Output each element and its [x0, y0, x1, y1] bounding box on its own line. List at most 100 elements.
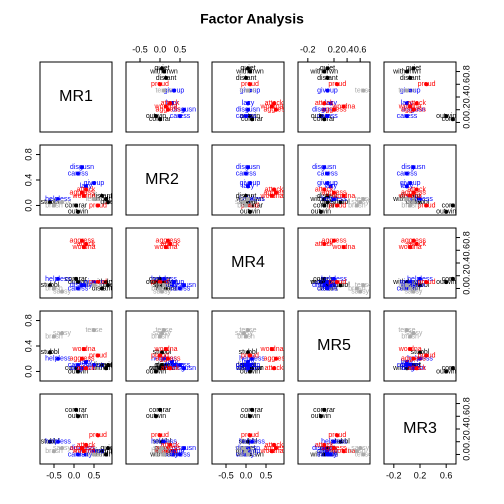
point-label: sassy [351, 199, 369, 206]
point-label: outwin [146, 279, 166, 286]
point [335, 433, 340, 438]
point [168, 442, 172, 447]
point [82, 449, 86, 454]
point [170, 452, 174, 457]
chart-title: Factor Analysis [200, 11, 304, 27]
point [52, 286, 56, 291]
y-tick-label: 0.6 [461, 78, 471, 91]
point [361, 88, 366, 93]
point-label: aggress [70, 238, 95, 245]
point [322, 101, 327, 106]
point-label: giveup [164, 362, 185, 369]
point-label: quiet [406, 362, 421, 369]
point [270, 193, 274, 198]
point-label: tense [239, 87, 256, 94]
point [444, 209, 449, 214]
point-label: giveup [240, 180, 261, 187]
point-label: wordna [154, 448, 178, 455]
point [182, 446, 186, 451]
point [270, 347, 274, 352]
point-label: disgusn [70, 282, 94, 289]
point [335, 82, 340, 87]
point [84, 452, 88, 457]
point [322, 442, 327, 447]
point [56, 276, 60, 281]
point [92, 197, 96, 202]
point-label: wordna [72, 346, 96, 353]
point-label: lazy [166, 100, 179, 107]
point [272, 442, 276, 447]
point [418, 159, 422, 163]
y-tick-label: 0.4 [461, 423, 471, 436]
point-label: attack [161, 442, 180, 449]
point-label: caress [170, 451, 191, 458]
point [338, 439, 343, 444]
point [244, 114, 248, 119]
point-label: wordna [398, 193, 422, 200]
point-label: caress [397, 362, 418, 369]
point-label: aggress [322, 107, 347, 114]
point-label: outwin [240, 113, 260, 120]
point [172, 363, 176, 368]
point [322, 407, 327, 412]
point-label: proud [89, 202, 107, 209]
point-label: disgusn [401, 282, 425, 289]
point-label: disgusn [236, 445, 260, 452]
point [272, 187, 276, 192]
point [182, 366, 186, 371]
point-label: outwin [146, 113, 166, 120]
point [84, 366, 88, 371]
point-label: caress [317, 285, 338, 292]
point-label: withdrwn [309, 279, 338, 286]
point [341, 449, 346, 454]
point-label: sassy [405, 288, 423, 295]
panel: quietwithdrwndistantoutwincornrarstubblg… [146, 238, 196, 296]
point-label: giveup [164, 87, 185, 94]
point [154, 414, 158, 419]
panel: quietwithdrwndistantoutwincornrarstubblg… [392, 65, 456, 163]
point-label: stubbl [41, 282, 60, 289]
point [248, 363, 252, 368]
point [158, 449, 162, 454]
point [408, 181, 413, 186]
point-label: attack [265, 186, 284, 193]
point [92, 363, 96, 368]
point-label: distant [317, 75, 338, 82]
point-label: brash [348, 202, 366, 209]
point-label: sassy [351, 288, 369, 295]
point [318, 209, 323, 214]
point-label: proud [328, 81, 346, 88]
point [100, 286, 104, 291]
point-label: helpless [45, 356, 71, 363]
point [325, 200, 330, 205]
point-label: disgusn [70, 164, 94, 171]
point-label: sassy [405, 199, 423, 206]
point-label: tense [85, 196, 102, 203]
point-label: tense [155, 327, 172, 334]
point [246, 66, 250, 71]
point-label: quiet [100, 445, 115, 452]
point [154, 114, 158, 119]
point-label: outwin [436, 368, 456, 375]
point-label: giveup [84, 448, 105, 455]
point-label: quiet [240, 362, 255, 369]
panel-frame [211, 61, 285, 133]
point [322, 187, 327, 192]
point-label: outwin [68, 209, 88, 216]
point [242, 140, 246, 144]
x-tick-label: 0.4 [341, 44, 354, 54]
point-label: distant [156, 362, 177, 369]
point [418, 197, 422, 202]
x-tick-label: 0.0 [68, 470, 81, 480]
point [418, 283, 422, 288]
point-label: disgusn [401, 164, 425, 171]
point [158, 280, 162, 285]
point-label: cornrar [241, 365, 264, 372]
point-label: proud [89, 279, 107, 286]
x-tick-label: -0.5 [218, 470, 234, 480]
point [325, 452, 330, 457]
panel-frame [297, 310, 371, 382]
point-label: stubbl [239, 199, 258, 206]
point [248, 353, 252, 358]
point-label: sassy [153, 445, 171, 452]
